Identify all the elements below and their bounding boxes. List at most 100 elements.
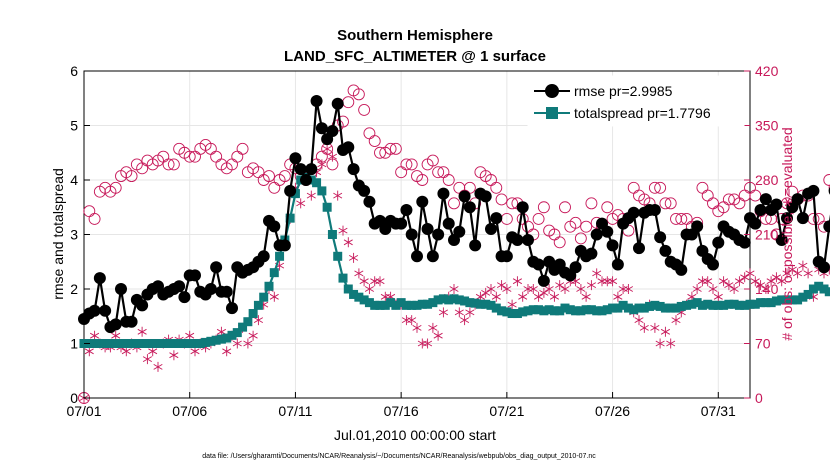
totalspread-point	[285, 213, 295, 223]
totalspread-point	[417, 299, 427, 309]
rmse-point	[532, 258, 545, 271]
evaluated-obs-point	[422, 338, 433, 349]
evaluated-obs-point	[666, 338, 676, 349]
evaluated-obs-point	[581, 291, 591, 302]
rmse-point	[342, 141, 355, 154]
rmse-point	[289, 152, 302, 165]
totalspread-point	[433, 295, 443, 305]
evaluated-obs-point	[777, 276, 787, 287]
totalspread-point	[586, 305, 596, 315]
possible-obs-point	[337, 115, 349, 128]
evaluated-obs-point	[533, 291, 544, 302]
evaluated-obs-point	[486, 284, 496, 294]
totalspread-point	[116, 339, 126, 348]
totalspread-point	[629, 305, 639, 315]
rmse-point	[453, 225, 466, 238]
totalspread-point	[164, 339, 174, 348]
rmse-point	[569, 261, 582, 274]
possible-obs-point	[463, 181, 476, 194]
y-axis-label-right: # of obs: o=possible; ∗=evaluated	[779, 127, 795, 340]
totalspread-point	[460, 296, 470, 306]
rmse-point	[469, 239, 482, 252]
evaluated-obs-point	[539, 287, 549, 298]
totalspread-point	[777, 295, 787, 305]
totalspread-point	[396, 298, 406, 308]
evaluated-obs-point	[734, 276, 745, 287]
totalspread-point	[671, 303, 681, 313]
rmse-point	[326, 124, 339, 137]
totalspread-point	[602, 305, 612, 315]
totalspread-point	[761, 298, 771, 308]
totalspread-point	[327, 230, 337, 239]
possible-obs-point	[722, 193, 735, 206]
rmse-point	[305, 163, 318, 176]
rmse-point	[220, 285, 233, 298]
totalspread-point	[613, 303, 623, 313]
evaluated-obs-point	[364, 284, 375, 294]
totalspread-point	[534, 305, 544, 315]
evaluated-obs-point	[792, 268, 803, 279]
totalspread-point	[380, 300, 390, 310]
evaluated-obs-point	[142, 354, 153, 365]
evaluated-obs-point	[761, 284, 771, 294]
evaluated-obs-point	[243, 338, 253, 349]
totalspread-point	[412, 300, 422, 310]
rmse-point	[606, 239, 619, 252]
evaluated-obs-point	[338, 225, 348, 236]
rmse-point	[395, 217, 408, 230]
x-tick-label: 07/16	[384, 403, 419, 419]
possible-obs-point	[125, 170, 138, 183]
totalspread-point	[423, 299, 433, 309]
rmse-point	[358, 184, 371, 197]
rmse-point	[611, 258, 624, 271]
rmse-point	[479, 190, 492, 203]
rmse-point	[432, 228, 445, 241]
evaluated-obs-point	[354, 268, 364, 279]
totalspread-point	[470, 298, 480, 308]
totalspread-point	[771, 296, 781, 306]
totalspread-point	[793, 295, 803, 305]
evaluated-obs-point	[787, 264, 797, 275]
totalspread-point	[592, 306, 602, 316]
evaluated-obs-point	[322, 143, 332, 154]
possible-obs-point	[167, 158, 180, 171]
x-tick-label: 07/21	[489, 403, 524, 419]
evaluated-obs-point	[745, 268, 755, 279]
chart-subtitle: LAND_SFC_ALTIMETER @ 1 surface	[284, 48, 546, 65]
evaluated-obs-point	[407, 315, 417, 326]
evaluated-obs-point	[465, 307, 475, 318]
possible-obs-point	[601, 201, 614, 214]
totalspread-point	[687, 299, 697, 309]
possible-obs-point	[749, 189, 762, 202]
totalspread-point	[766, 298, 776, 308]
possible-obs-point	[384, 142, 397, 155]
evaluated-obs-point	[555, 280, 565, 291]
totalspread-point	[179, 339, 189, 348]
rmse-point	[278, 239, 291, 252]
x-tick-label: 07/01	[66, 403, 101, 419]
evaluated-obs-point	[729, 284, 739, 294]
totalspread-point	[370, 300, 380, 310]
totalspread-point	[121, 339, 131, 348]
evaluated-obs-point	[655, 338, 665, 349]
totalspread-point	[803, 289, 813, 299]
totalspread-point	[560, 303, 570, 313]
totalspread-point	[206, 336, 216, 346]
rmse-point	[458, 190, 471, 203]
y-tick-label: 3	[70, 227, 78, 243]
rmse-point	[257, 250, 270, 263]
y-tick-label: 5	[70, 118, 78, 134]
totalspread-point	[576, 306, 586, 316]
rmse-point	[331, 97, 344, 110]
totalspread-point	[148, 339, 158, 348]
possible-obs-point	[654, 181, 667, 194]
rmse-point	[537, 274, 550, 287]
totalspread-point	[375, 300, 385, 310]
totalspread-point	[449, 294, 459, 304]
evaluated-obs-point	[692, 284, 702, 294]
rmse-point	[485, 223, 497, 236]
rmse-point	[590, 228, 603, 241]
y-right-tick-label: 280	[755, 172, 779, 188]
y-tick-label: 6	[70, 63, 78, 79]
